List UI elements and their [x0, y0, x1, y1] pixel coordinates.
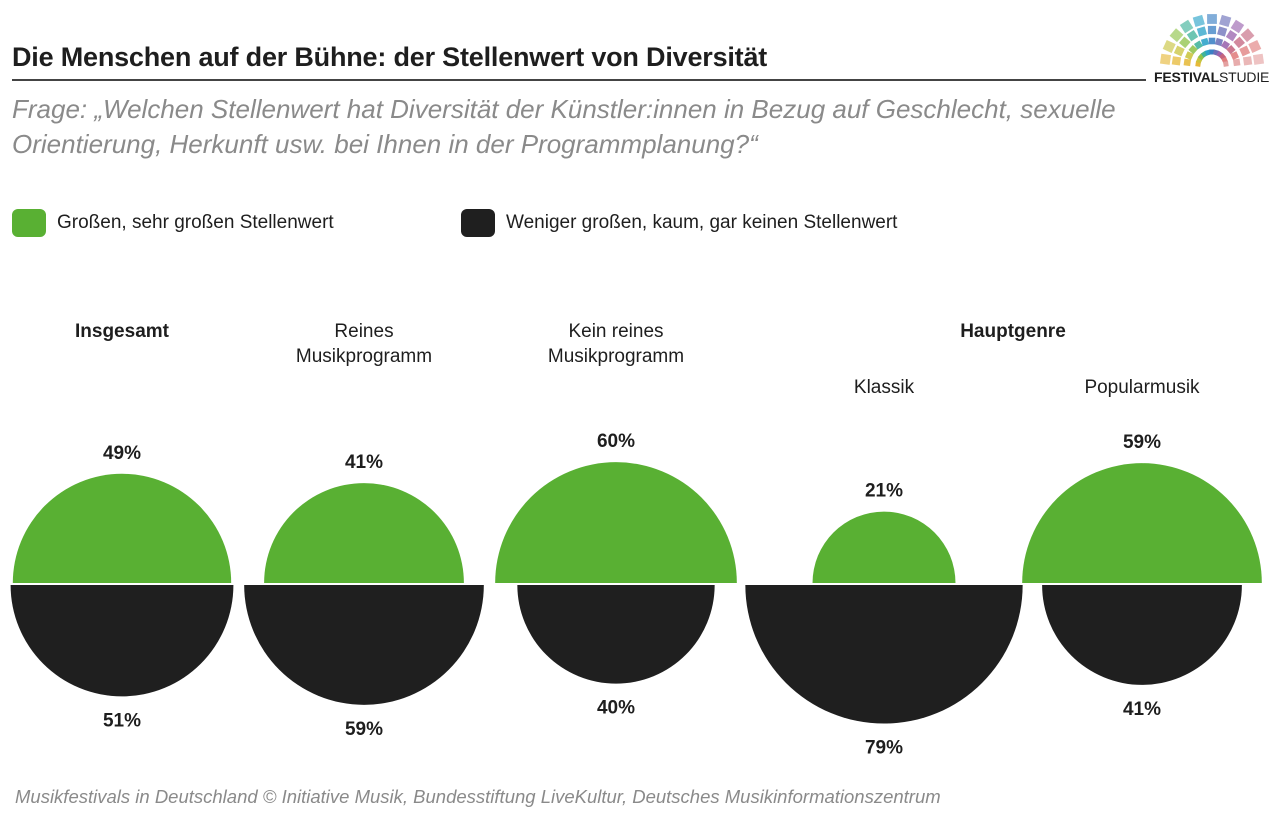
category-label-1-1: Musikprogramm [296, 346, 432, 367]
semicircle-positive-2 [495, 462, 737, 583]
semicircle-positive-1 [264, 483, 464, 583]
value-label-positive-0: 49% [103, 443, 141, 464]
value-label-positive-4: 59% [1123, 432, 1161, 453]
semicircle-positive-4 [1022, 463, 1262, 583]
title-divider [12, 79, 1146, 81]
festival-sunburst-logo-icon [1159, 14, 1265, 67]
legend-item-positive: Großen, sehr großen Stellenwert [12, 208, 334, 238]
category-label-2-1: Musikprogramm [548, 346, 684, 367]
value-label-negative-0: 51% [103, 710, 141, 731]
semicircle-positive-0 [12, 473, 232, 583]
semicircle-negative-0 [10, 585, 234, 697]
semicircle-negative-3 [745, 585, 1023, 724]
survey-question: Frage: „Welchen Stellenwert hat Diversit… [12, 94, 1116, 159]
legend-item-negative: Weniger großen, kaum, gar keinen Stellen… [461, 208, 897, 238]
category-label-2-0: Kein reines [568, 321, 663, 342]
section-label-hauptgenre: Hauptgenre [960, 321, 1066, 342]
semicircle-positive-3 [812, 511, 956, 583]
semicircle-negative-2 [517, 585, 715, 684]
source-note: Musikfestivals in Deutschland © Initiati… [15, 786, 941, 807]
chart-title: Die Menschen auf der Bühne: der Stellenw… [12, 42, 768, 72]
category-label-3-0: Klassik [854, 377, 915, 398]
semicircle-negative-4 [1042, 585, 1242, 685]
semicircle-negative-1 [244, 585, 484, 705]
festivalstudie-logo: FESTIVALSTUDIE [1154, 69, 1270, 85]
category-label-1-0: Reines [334, 321, 393, 342]
category-label-0-0: Insgesamt [75, 321, 170, 342]
value-label-negative-4: 41% [1123, 699, 1161, 720]
legend-label-negative: Weniger großen, kaum, gar keinen Stellen… [506, 212, 898, 233]
value-label-negative-3: 79% [865, 738, 903, 759]
legend-swatch-positive [12, 209, 46, 237]
value-label-negative-2: 40% [597, 698, 635, 719]
semicircle-chart: 49% 51% Insgesamt 41% 59% Reines Musikprogramm… [10, 321, 1262, 759]
value-label-positive-2: 60% [597, 431, 635, 452]
value-label-positive-3: 21% [865, 481, 903, 502]
legend-swatch-negative [461, 209, 495, 237]
value-label-positive-1: 41% [345, 452, 383, 473]
legend-label-positive: Großen, sehr großen Stellenwert [57, 212, 334, 233]
value-label-negative-1: 59% [345, 719, 383, 740]
category-label-4-0: Popularmusik [1084, 377, 1200, 398]
